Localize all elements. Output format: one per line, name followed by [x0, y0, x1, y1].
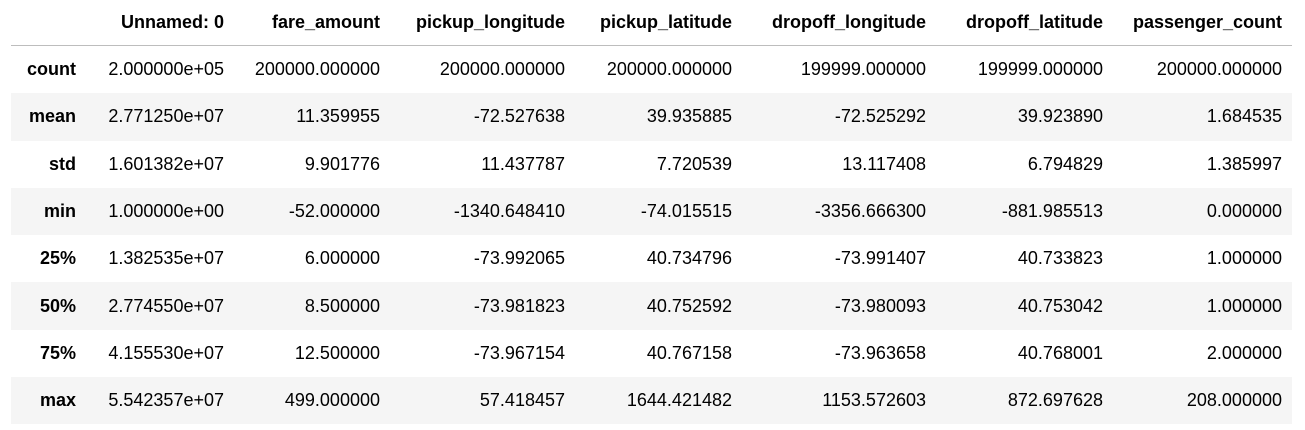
row-index: 50% [39, 295, 76, 316]
table-cell: -73.963658 [834, 342, 926, 363]
row-index: mean [28, 106, 76, 127]
table-cell: 11.359955 [296, 106, 380, 127]
table-cell: -52.000000 [288, 201, 380, 222]
table-row: mean 2.771250e+07 11.359955 -72.527638 3… [11, 93, 1292, 141]
row-index: min [43, 201, 76, 222]
table-cell: -1340.648410 [453, 201, 565, 222]
table-cell: -72.525292 [834, 106, 926, 127]
column-header: Unnamed: 0 [86, 0, 234, 46]
table-cell: 0.000000 [1206, 201, 1282, 222]
table-row: min 1.000000e+00 -52.000000 -1340.648410… [11, 187, 1292, 236]
column-header: pickup_longitude [390, 0, 575, 46]
table-cell: 1.000000e+00 [108, 201, 224, 222]
table-cell: 12.500000 [294, 342, 380, 363]
table-cell: 6.794829 [1027, 153, 1103, 174]
table-cell: 200000.000000 [606, 59, 732, 80]
table-cell: 39.935885 [646, 106, 732, 127]
table-cell: 39.923890 [1017, 106, 1103, 127]
table-cell: 1.382535e+07 [108, 248, 224, 269]
column-header: dropoff_longitude [742, 0, 936, 46]
row-index: count [27, 59, 76, 80]
table-cell: 40.753042 [1017, 295, 1103, 316]
table-cell: 208.000000 [1186, 390, 1282, 411]
table-cell: 1.684535 [1206, 106, 1282, 127]
table-cell: 40.768001 [1017, 342, 1103, 363]
table-cell: 199999.000000 [800, 59, 926, 80]
table-cell: -73.991407 [834, 248, 926, 269]
describe-table: Unnamed: 0 fare_amount pickup_longitude … [11, 0, 1292, 425]
table-cell: 11.437787 [481, 153, 565, 174]
table-cell: 2.000000 [1206, 342, 1282, 363]
table-row: 75% 4.155530e+07 12.500000 -73.967154 40… [11, 329, 1292, 378]
table-cell: -73.980093 [834, 295, 926, 316]
column-header: passenger_count [1113, 0, 1292, 46]
table-row: max 5.542357e+07 499.000000 57.418457 16… [11, 377, 1292, 425]
table-cell: 1.000000 [1206, 248, 1282, 269]
table-cell: -72.527638 [473, 106, 565, 127]
column-header: dropoff_latitude [936, 0, 1113, 46]
table-cell: -73.981823 [473, 295, 565, 316]
table-cell: 2.774550e+07 [108, 295, 224, 316]
table-cell: 199999.000000 [977, 59, 1103, 80]
table-cell: 200000.000000 [439, 59, 565, 80]
table-cell: 40.733823 [1017, 248, 1103, 269]
table-cell: 2.771250e+07 [108, 106, 224, 127]
table-cell: 57.418457 [479, 390, 565, 411]
column-header: pickup_latitude [575, 0, 742, 46]
row-index: std [49, 153, 76, 174]
table-cell: -73.967154 [473, 342, 565, 363]
table-cell: 1153.572603 [822, 390, 926, 411]
table-cell: -881.985513 [1001, 201, 1103, 222]
table-cell: 13.117408 [842, 153, 926, 174]
header-row: Unnamed: 0 fare_amount pickup_longitude … [11, 0, 1292, 46]
table-cell: -3356.666300 [814, 201, 926, 222]
table-cell: -74.015515 [640, 201, 732, 222]
table-cell: 1.385997 [1206, 153, 1282, 174]
index-header [11, 0, 86, 46]
table-cell: -73.992065 [473, 248, 565, 269]
table-cell: 200000.000000 [254, 59, 380, 80]
table-cell: 6.000000 [304, 248, 380, 269]
table-cell: 1.601382e+07 [108, 153, 224, 174]
table-cell: 1.000000 [1206, 295, 1282, 316]
row-index: 75% [39, 342, 76, 363]
column-header: fare_amount [234, 0, 390, 46]
table-cell: 4.155530e+07 [108, 342, 224, 363]
table-cell: 7.720539 [656, 153, 732, 174]
table-cell: 1644.421482 [626, 390, 732, 411]
table-cell: 5.542357e+07 [108, 390, 224, 411]
table-cell: 9.901776 [304, 153, 380, 174]
table-cell: 872.697628 [1007, 390, 1103, 411]
table-cell: 40.734796 [646, 248, 732, 269]
table-row: count 2.000000e+05 200000.000000 200000.… [11, 45, 1292, 94]
table-cell: 40.767158 [646, 342, 732, 363]
table-cell: 40.752592 [646, 295, 732, 316]
table-cell: 8.500000 [304, 295, 380, 316]
row-index: max [39, 390, 76, 411]
table-row: 50% 2.774550e+07 8.500000 -73.981823 40.… [11, 282, 1292, 330]
table-row: 25% 1.382535e+07 6.000000 -73.992065 40.… [11, 235, 1292, 283]
table-cell: 499.000000 [284, 390, 380, 411]
row-index: 25% [39, 248, 76, 269]
table-row: std 1.601382e+07 9.901776 11.437787 7.72… [11, 140, 1292, 188]
table-cell: 2.000000e+05 [108, 59, 224, 80]
table-cell: 200000.000000 [1156, 59, 1282, 80]
